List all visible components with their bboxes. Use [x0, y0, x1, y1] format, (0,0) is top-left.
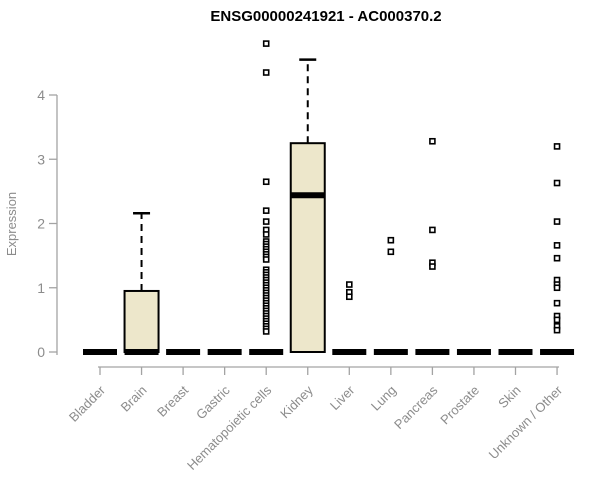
outlier-point: [262, 40, 270, 47]
box: [289, 142, 326, 353]
outlier-point: [429, 226, 436, 234]
x-tick-label: Breast: [154, 382, 191, 419]
x-tick-label: Liver: [327, 382, 358, 413]
outlier-point: [262, 328, 270, 335]
outlier-point: [345, 281, 353, 288]
y-tick-label: 1: [37, 280, 45, 296]
x-tick-label: Kidney: [277, 382, 316, 421]
x-tick-label: Lung: [368, 383, 399, 414]
outlier-point: [553, 242, 561, 249]
y-axis-label: Expression: [4, 192, 19, 256]
outlier-point: [262, 256, 270, 263]
outlier-point: [553, 284, 561, 292]
outlier-point: [553, 299, 561, 307]
x-tick-label: Pancreas: [391, 382, 441, 432]
outlier-point: [387, 236, 395, 244]
outlier-point: [553, 179, 561, 187]
y-tick-label: 4: [37, 87, 45, 103]
x-tick-label: Unknown / Other: [486, 382, 566, 462]
outlier-point: [262, 69, 270, 76]
x-tick-label: Skin: [495, 383, 523, 411]
outlier-point: [553, 143, 561, 150]
y-tick-label: 0: [37, 344, 45, 360]
outlier-point: [262, 178, 270, 186]
x-tick-label: Bladder: [66, 382, 109, 425]
outlier-point: [345, 293, 353, 301]
outlier-point: [262, 207, 270, 214]
outlier-point: [387, 248, 395, 256]
y-tick-label: 2: [37, 216, 45, 232]
outlier-point: [262, 231, 270, 238]
outlier-point: [553, 254, 561, 262]
outlier-point: [553, 218, 561, 225]
box: [123, 289, 160, 353]
outlier-point: [429, 137, 436, 145]
outlier-point: [262, 218, 270, 225]
y-tick-label: 3: [37, 151, 45, 167]
outlier-point: [553, 316, 561, 324]
x-tick-label: Gastric: [193, 382, 233, 422]
x-tick-label: Brain: [118, 383, 150, 415]
x-tick-label: Prostate: [437, 383, 482, 428]
outlier-point: [429, 263, 436, 270]
outlier-point: [553, 326, 561, 334]
chart-title: ENSG00000241921 - AC000370.2: [210, 8, 441, 25]
